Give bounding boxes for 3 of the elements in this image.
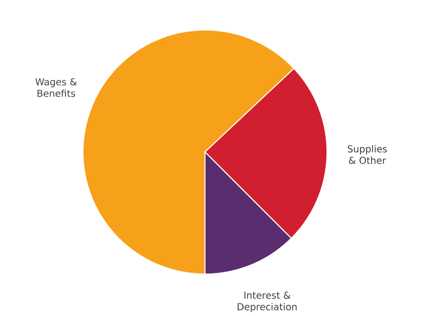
slice-label: Interest & Depreciation — [238, 292, 297, 312]
slice-label: Supplies & Other — [348, 145, 387, 164]
slice-label: Wages & Benefits — [35, 78, 77, 98]
